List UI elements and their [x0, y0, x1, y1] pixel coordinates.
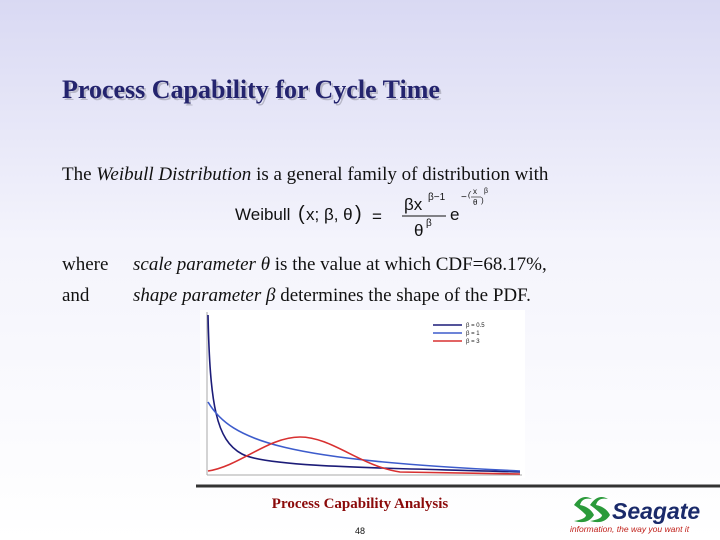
definition-label: and: [62, 285, 90, 306]
logo-mark: [574, 497, 594, 523]
equals: =: [372, 207, 382, 226]
exp-power: β: [484, 188, 488, 195]
footer-title: Process Capability Analysis: [272, 496, 449, 512]
definition-term: shape parameter β: [133, 285, 276, 306]
tagline: information, the way you want it: [570, 524, 690, 534]
exp-numerator: x: [473, 187, 477, 196]
exp-denominator: θ: [473, 198, 478, 207]
legend: β = 0.5 β = 1 β = 3: [433, 323, 485, 345]
page-number: 48: [355, 526, 365, 536]
numerator: βx: [404, 195, 423, 214]
legend-label: β = 0.5: [466, 323, 485, 329]
definition-term: scale parameter θ: [133, 254, 270, 275]
paren: (: [298, 203, 305, 225]
definitions: where scale parameter θ is the value at …: [62, 254, 547, 306]
definition-text: determines the shape of the PDF.: [280, 285, 531, 306]
intro-after: is a general family of distribution with: [256, 164, 549, 185]
intro-term: Weibull Distribution: [96, 164, 251, 185]
title-shadow: Process Capability for Cycle Time: [64, 77, 442, 106]
legend-label: β = 3: [466, 339, 480, 345]
formula-lhs: Weibull: [235, 205, 290, 224]
figure-background: [200, 310, 525, 478]
pdf-curve: [207, 401, 521, 472]
definition-text: is the value at which CDF=68.17%,: [275, 254, 547, 275]
definition: shape parameter β determines the shape o…: [133, 285, 531, 306]
logo-text: Seagate: [612, 498, 700, 524]
formula: Weibull ( x; β, θ ) = βx β−1 θ β e − ( x…: [235, 187, 488, 240]
weibull-figure: β = 0.5 β = 1 β = 3: [200, 310, 525, 478]
exp-base: e: [450, 205, 459, 224]
exp-sign: −: [461, 192, 467, 203]
denominator: θ: [414, 221, 423, 240]
slide-title: Process Capability for Cycle Time: [62, 75, 440, 104]
formula-args: x; β, θ: [306, 205, 353, 224]
definition-label: where: [62, 254, 108, 275]
logo: Seagate information, the way you want it: [570, 497, 700, 534]
exp-paren: ): [481, 196, 484, 205]
definition: scale parameter θ is the value at which …: [133, 254, 547, 275]
exp-paren: (: [468, 190, 472, 199]
intro-text: The Weibull Distribution is a general fa…: [62, 164, 549, 185]
denominator-exponent: β: [426, 218, 432, 229]
logo-mark: [590, 497, 610, 523]
paren: ): [355, 203, 362, 225]
intro-before: The: [62, 164, 92, 185]
pdf-curve: [207, 436, 521, 475]
numerator-exponent: β−1: [428, 192, 446, 203]
legend-label: β = 1: [466, 331, 480, 337]
